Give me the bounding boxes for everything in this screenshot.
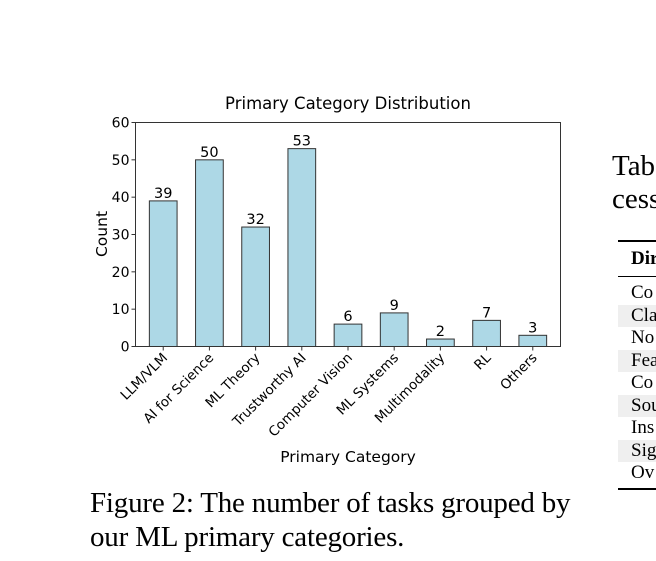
bar-8 (518, 334, 548, 347)
bar-2 (241, 226, 270, 348)
bar-value-label: 39 (154, 186, 172, 202)
table-row: Ins (631, 417, 655, 438)
table-row: Cla (618, 304, 656, 327)
bar-6 (426, 338, 455, 347)
bar-value-label: 50 (200, 145, 218, 161)
bar-value-label: 9 (390, 298, 399, 314)
bar-4 (333, 323, 363, 348)
y-tick-label: 50 (112, 153, 130, 169)
table-caption-line: cess (612, 183, 656, 215)
chart-title: Primary Category Distribution (225, 94, 471, 113)
bar-5 (379, 312, 409, 347)
y-tick-label: 10 (112, 302, 130, 318)
table-row: Co (631, 282, 654, 303)
y-tick-label: 30 (112, 228, 130, 244)
plot-frame (135, 122, 561, 347)
bar-3 (287, 148, 317, 347)
x-tick-label: Computer Vision (266, 350, 356, 440)
bars-group (148, 148, 548, 348)
y-tick-label: 20 (112, 265, 130, 281)
table-caption-line: Tab (612, 150, 656, 182)
table-row: Co (631, 372, 654, 393)
table-row: Fea (618, 349, 656, 372)
table-caption-fragment: Tab cess (612, 150, 656, 216)
bar-value-label: 53 (293, 134, 311, 150)
y-axis: 0 10 20 30 40 50 60 (112, 116, 136, 356)
bar-1 (195, 159, 224, 347)
x-axis-label: Primary Category (280, 448, 416, 466)
table-row: Sig (618, 439, 656, 462)
table-row: Sou (618, 394, 656, 417)
table-row: No (631, 327, 655, 348)
figure-caption: Figure 2: The number of tasks grouped by… (90, 487, 571, 553)
bar-value-label: 7 (482, 305, 491, 321)
table-fragment: Dir Co Cla No Fea Co Sou Ins Sig Ov (618, 240, 656, 490)
bar-7 (472, 319, 501, 348)
y-tick-label: 0 (121, 340, 130, 356)
bar-value-label: 2 (436, 324, 445, 340)
table-row: Ov (631, 462, 655, 483)
bar-0 (148, 200, 178, 347)
bar-chart: Primary Category Distribution 3950325369… (93, 94, 561, 466)
table-header-cell: Dir (618, 242, 656, 277)
table-body: Co Cla No Fea Co Sou Ins Sig Ov (618, 277, 656, 488)
bar-value-label: 6 (343, 309, 352, 325)
x-tick-label: Others (497, 350, 540, 393)
bar-labels-group: 39 50 32 53 6 9 2 7 3 (154, 134, 537, 340)
y-tick-label: 40 (112, 190, 130, 206)
x-tick-label: RL (471, 350, 495, 374)
y-axis-label: Count (93, 211, 111, 257)
bar-value-label: 32 (246, 212, 264, 228)
y-tick-label: 60 (112, 116, 130, 132)
bar-value-label: 3 (528, 320, 537, 336)
